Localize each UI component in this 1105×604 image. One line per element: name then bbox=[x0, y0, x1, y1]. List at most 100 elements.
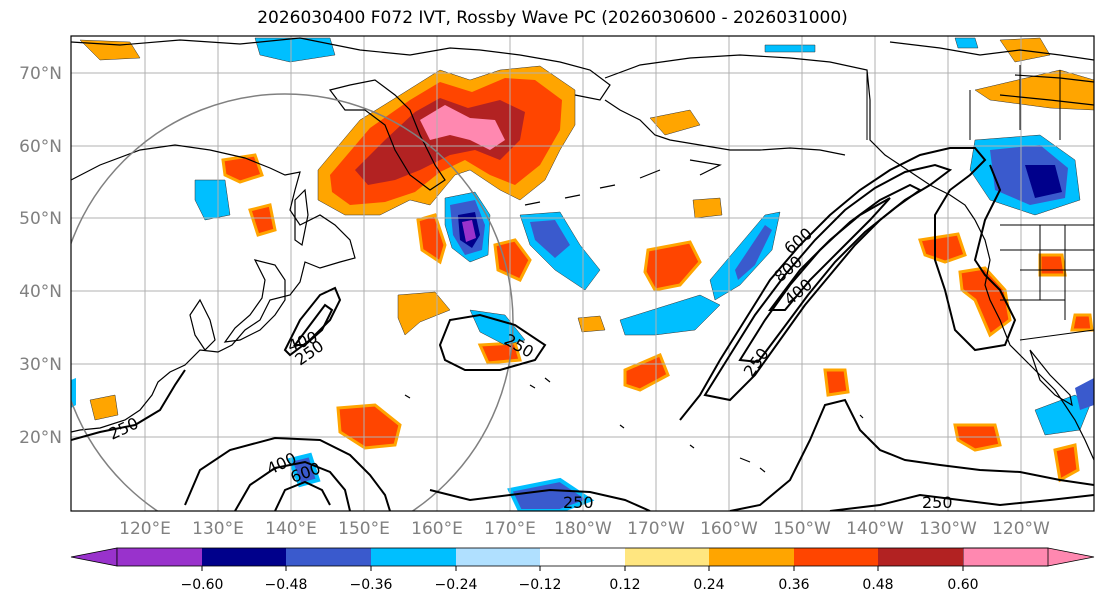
colorbar-segment bbox=[456, 548, 540, 566]
lon-label-130w: 130°W bbox=[919, 519, 977, 539]
coast-arctic-canada bbox=[889, 41, 1094, 61]
graticule bbox=[71, 36, 1094, 511]
ivt-anomaly-east-coast bbox=[1038, 253, 1067, 277]
ivt-anomaly-arctic-east bbox=[999, 37, 1051, 63]
lon-label-120w: 120°W bbox=[992, 519, 1050, 539]
colorbar-left-extension bbox=[70, 547, 118, 567]
coast-korea bbox=[189, 298, 216, 351]
map-title: 2026030400 F072 IVT, Rossby Wave PC (202… bbox=[257, 8, 848, 28]
colorbar-right-extension bbox=[962, 547, 1095, 567]
ivt-anomaly-central-pacific bbox=[643, 240, 702, 292]
map-area: 250 400 250 250 400 600 250 600 800 400 … bbox=[71, 36, 1094, 512]
ivt-anomaly-california bbox=[958, 266, 1012, 338]
contour-jet-800 bbox=[768, 197, 891, 311]
coast-japan bbox=[223, 259, 286, 343]
lon-label-180w: 180°W bbox=[554, 519, 612, 539]
coast-siberia-north bbox=[71, 37, 481, 56]
contour-east-250-b bbox=[829, 493, 1094, 511]
colorbar-tick-label: 0.48 bbox=[862, 577, 893, 593]
coast-chukotka bbox=[479, 49, 611, 101]
lat-label-70n: 70°N bbox=[19, 64, 62, 84]
coast-alaska-west bbox=[604, 99, 846, 156]
colorbar: −0.60 −0.48 −0.36 −0.24 −0.12 0.12 0.24 … bbox=[70, 547, 1095, 593]
lon-label-140e: 140°E bbox=[265, 519, 317, 539]
ivt-anomaly-aleutian-south bbox=[493, 238, 532, 282]
lon-label-170e: 170°E bbox=[484, 519, 536, 539]
ivt-negative-anomalies bbox=[71, 37, 1094, 511]
colorbar-tick-label: −0.24 bbox=[435, 577, 478, 593]
lon-label-160w: 160°W bbox=[700, 519, 758, 539]
colorbar-segment bbox=[371, 548, 456, 566]
coast-baja bbox=[1029, 349, 1073, 407]
coast-alaska bbox=[604, 54, 976, 221]
ivt-anomaly-japan-negative bbox=[469, 309, 526, 346]
coast-hawaii bbox=[739, 457, 766, 473]
lat-label-40n: 40°N bbox=[19, 282, 62, 302]
lon-label-130e: 130°E bbox=[192, 519, 244, 539]
colorbar-segment bbox=[540, 548, 625, 566]
contour-south-250 bbox=[184, 436, 391, 511]
ivt-anomaly-jet-negative bbox=[619, 294, 721, 336]
ivt-anomaly-central-small bbox=[692, 197, 723, 219]
ivt-anomaly-small-east bbox=[823, 368, 850, 397]
coast-small-islands bbox=[404, 377, 864, 449]
lat-label-50n: 50°N bbox=[19, 209, 62, 229]
lat-label-20n: 20°N bbox=[19, 428, 62, 448]
colorbar-segment bbox=[625, 548, 709, 566]
coast-kamchatka bbox=[328, 79, 446, 191]
contour-east-250 bbox=[729, 398, 1094, 511]
ivt-anomaly-mexico-negative bbox=[1034, 394, 1091, 436]
ivt-anomaly-mexico-negative-core bbox=[1075, 378, 1094, 410]
colorbar-segment bbox=[709, 548, 794, 566]
colorbar-segment bbox=[286, 548, 371, 566]
colorbar-segment bbox=[878, 548, 963, 566]
ivt-anomaly-kamchatka-peak bbox=[420, 105, 505, 150]
ivt-anomaly-bc-negative-core bbox=[1025, 165, 1062, 198]
contour-south-600 bbox=[274, 480, 331, 511]
border-states bbox=[1000, 225, 1094, 320]
colorbar-frame bbox=[116, 547, 1049, 567]
ivt-anomaly-okhotsk bbox=[248, 203, 277, 237]
lon-label-160e: 160°E bbox=[411, 519, 463, 539]
ivt-anomaly-baja bbox=[1070, 313, 1094, 332]
ivt-anomaly-arctic-negative bbox=[254, 37, 336, 63]
contour-label-250-east: 250 bbox=[922, 493, 953, 512]
contour-jet-400 bbox=[703, 163, 953, 402]
border-canada-provinces bbox=[969, 65, 1061, 140]
lon-label-170w: 170°W bbox=[627, 519, 685, 539]
lon-label-150e: 150°E bbox=[338, 519, 390, 539]
ivt-anomaly-nw-pacific bbox=[221, 153, 264, 184]
political-borders bbox=[866, 65, 1094, 341]
lon-label-140w: 140°W bbox=[846, 519, 904, 539]
colorbar-tick-label: 0.36 bbox=[778, 577, 809, 593]
colorbar-segment bbox=[794, 548, 878, 566]
contour-japan-400 bbox=[293, 303, 334, 346]
contour-japan-250 bbox=[283, 286, 342, 357]
map-frame bbox=[70, 35, 1095, 512]
colorbar-tick-label: 0.60 bbox=[947, 577, 978, 593]
coastlines bbox=[71, 37, 1094, 473]
lon-label-150w: 150°W bbox=[773, 519, 831, 539]
ivt-anomaly-pacific-row bbox=[577, 315, 606, 333]
contour-south-400 bbox=[234, 460, 351, 511]
contour-jet-600 bbox=[738, 183, 922, 364]
colorbar-tick-label: 0.24 bbox=[693, 577, 724, 593]
ivt-anomaly-south-negative bbox=[287, 452, 321, 488]
contour-central-250 bbox=[438, 313, 547, 371]
colorbar-segment bbox=[202, 548, 286, 566]
ivt-anomaly-west-edge bbox=[71, 378, 76, 408]
ivt-anomaly-kuril bbox=[416, 213, 447, 265]
colorbar-tick-label: −0.36 bbox=[350, 577, 393, 593]
contour-westpacific bbox=[71, 369, 186, 441]
ivt-anomaly-aleutian-negative-core bbox=[530, 220, 570, 258]
ivt-anomaly-okhotsk-negative-peak bbox=[462, 220, 476, 242]
ivt-anomaly-gulf-alaska bbox=[649, 109, 701, 136]
colorbar-segment bbox=[117, 548, 202, 566]
ivt-anomaly-south-east bbox=[1053, 443, 1080, 483]
border-mexico bbox=[1019, 329, 1094, 341]
contour-label-250-south: 250 bbox=[563, 493, 594, 512]
contour-south-250-b bbox=[429, 488, 651, 511]
ivt-anomaly-jet-negative-2-core bbox=[735, 225, 772, 280]
coast-north-america-west bbox=[974, 219, 1094, 461]
lat-label-60n: 60°N bbox=[19, 137, 62, 157]
